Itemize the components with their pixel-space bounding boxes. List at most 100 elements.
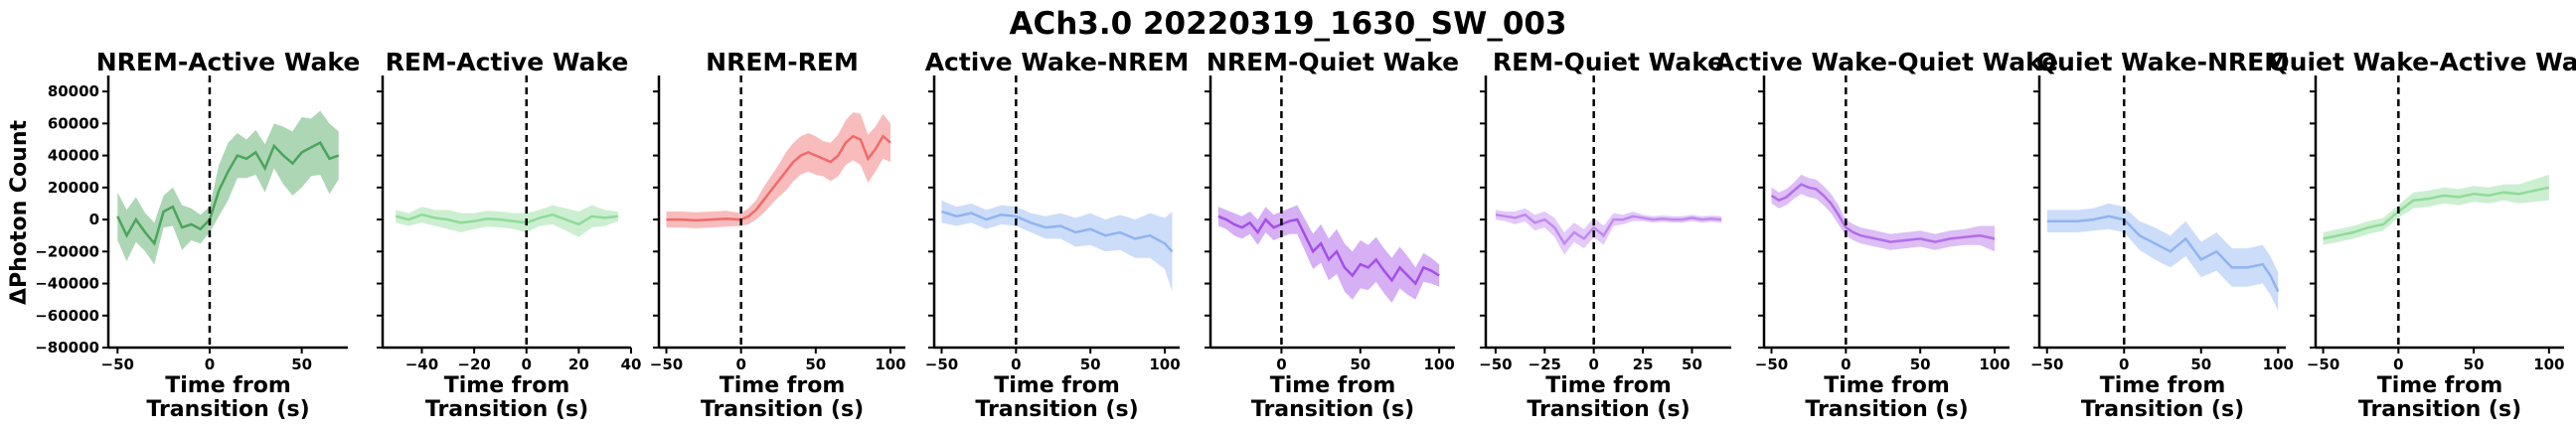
error-band <box>117 110 339 265</box>
series-line <box>395 213 618 226</box>
x-tick-label: 40 <box>621 356 642 373</box>
x-axis-label: Transition (s) <box>975 397 1138 422</box>
x-tick-label: −20 <box>457 356 490 373</box>
x-tick-label: 0 <box>1841 356 1851 373</box>
y-tick-label: 60000 <box>48 114 99 132</box>
chart-title: Quiet Wake-Active Wake <box>2268 48 2576 76</box>
series-line <box>1217 214 1440 286</box>
y-axis-label: ΔPhoton Count <box>7 120 32 305</box>
x-tick-label: −50 <box>925 356 958 373</box>
x-axis-label: Transition (s) <box>1805 397 1968 422</box>
x-tick-label: 50 <box>1080 356 1101 373</box>
chart-title: NREM-REM <box>706 48 859 76</box>
x-tick-label: 100 <box>2533 356 2564 373</box>
x-tick-label: 0 <box>2119 356 2129 373</box>
error-band <box>1771 174 1995 252</box>
x-tick-label: 25 <box>1633 356 1654 373</box>
x-tick-label: 0 <box>2393 356 2403 373</box>
x-tick-label: 100 <box>875 356 905 373</box>
x-tick-label: −50 <box>650 356 683 373</box>
series-line <box>666 134 891 222</box>
x-axis-label: Time from <box>1824 373 1950 398</box>
x-axis-label: Time from <box>444 373 570 398</box>
chart-title: REM-Quiet Wake <box>1493 48 1724 76</box>
y-tick-label: −80000 <box>35 339 99 357</box>
series-line <box>941 210 1174 253</box>
x-tick-label: 50 <box>291 356 312 373</box>
x-axis-label: Time from <box>165 373 291 398</box>
chart-title: Active Wake-Quiet Wake <box>1715 48 2058 76</box>
error-band <box>1495 208 1722 255</box>
error-band <box>666 112 890 228</box>
x-axis-label: Time from <box>2100 373 2226 398</box>
chart-title: NREM-Active Wake <box>96 48 361 76</box>
x-tick-label: 50 <box>1910 356 1931 373</box>
y-tick-label: 80000 <box>48 82 99 100</box>
chart-panel: −80000 −60000 −40000 −20000 0 20000 40000 60000… <box>35 48 360 422</box>
x-tick-label: −50 <box>1479 356 1512 373</box>
chart-title: Active Wake-NREM <box>925 48 1190 76</box>
series-line <box>1495 213 1722 246</box>
x-tick-label: 0 <box>522 356 532 373</box>
x-axis-label: Transition (s) <box>1251 397 1414 422</box>
x-tick-label: 50 <box>805 356 826 373</box>
y-tick-label: 40000 <box>48 147 99 165</box>
x-tick-label: −40 <box>405 356 438 373</box>
y-tick-label: −20000 <box>35 242 99 260</box>
series-line <box>1770 183 1996 243</box>
x-axis-label: Time from <box>1545 373 1672 398</box>
chart-title: REM-Active Wake <box>386 48 629 76</box>
x-tick-label: 100 <box>2263 356 2294 373</box>
x-tick-label: 20 <box>568 356 589 373</box>
x-axis-label: Time from <box>2377 373 2503 398</box>
x-tick-label: 100 <box>1423 356 1454 373</box>
x-tick-label: 100 <box>1979 356 2010 373</box>
x-axis-label: Transition (s) <box>1527 397 1690 422</box>
x-tick-label: 0 <box>735 356 745 373</box>
x-tick-label: 50 <box>2190 356 2211 373</box>
x-tick-label: −50 <box>2030 356 2063 373</box>
x-axis-label: Transition (s) <box>2358 397 2521 422</box>
x-tick-label: 50 <box>1682 356 1702 373</box>
x-tick-label: −50 <box>101 356 134 373</box>
x-axis-label: Transition (s) <box>425 397 588 422</box>
x-tick-label: 0 <box>1011 356 1021 373</box>
x-axis-label: Transition (s) <box>701 397 864 422</box>
series-line <box>2046 214 2280 293</box>
y-tick-label: −40000 <box>35 275 99 293</box>
y-tick-label: −60000 <box>35 307 99 325</box>
chart-title: NREM-Quiet Wake <box>1207 48 1459 76</box>
figure-suptitle: ACh3.0 20220319_1630_SW_003 <box>1009 6 1566 42</box>
x-axis-label: Transition (s) <box>2081 397 2244 422</box>
x-axis-label: Time from <box>1270 373 1396 398</box>
y-tick-label: 0 <box>89 211 99 228</box>
x-tick-label: 50 <box>2464 356 2485 373</box>
y-tick-label: 20000 <box>48 179 99 197</box>
x-tick-label: 0 <box>205 356 215 373</box>
x-axis-label: Time from <box>720 373 846 398</box>
x-tick-label: 0 <box>1588 356 1598 373</box>
error-band <box>2046 203 2279 311</box>
x-axis-label: Time from <box>994 373 1120 398</box>
error-band <box>941 200 1173 292</box>
x-tick-label: −50 <box>1755 356 1788 373</box>
x-tick-label: −25 <box>1529 356 1561 373</box>
x-tick-label: −50 <box>2307 356 2339 373</box>
x-tick-label: 0 <box>1276 356 1286 373</box>
series-line <box>116 141 340 246</box>
error-band <box>1217 205 1440 303</box>
panels: −80000−60000−40000−200000200004000060000… <box>35 48 2576 422</box>
x-axis-label: Transition (s) <box>146 397 309 422</box>
chart-title: Quiet Wake-NREM <box>2036 48 2289 76</box>
x-tick-label: 50 <box>1350 356 1370 373</box>
series-line <box>2323 186 2550 240</box>
